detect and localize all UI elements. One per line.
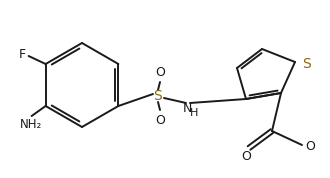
Text: H: H [190, 108, 198, 118]
Text: O: O [241, 151, 251, 164]
Text: NH₂: NH₂ [19, 119, 42, 132]
Text: S: S [154, 89, 162, 103]
Text: O: O [155, 114, 165, 127]
Text: N: N [182, 103, 192, 116]
Text: O: O [305, 140, 315, 153]
Text: S: S [302, 57, 311, 71]
Text: F: F [19, 48, 26, 62]
Text: O: O [155, 66, 165, 78]
